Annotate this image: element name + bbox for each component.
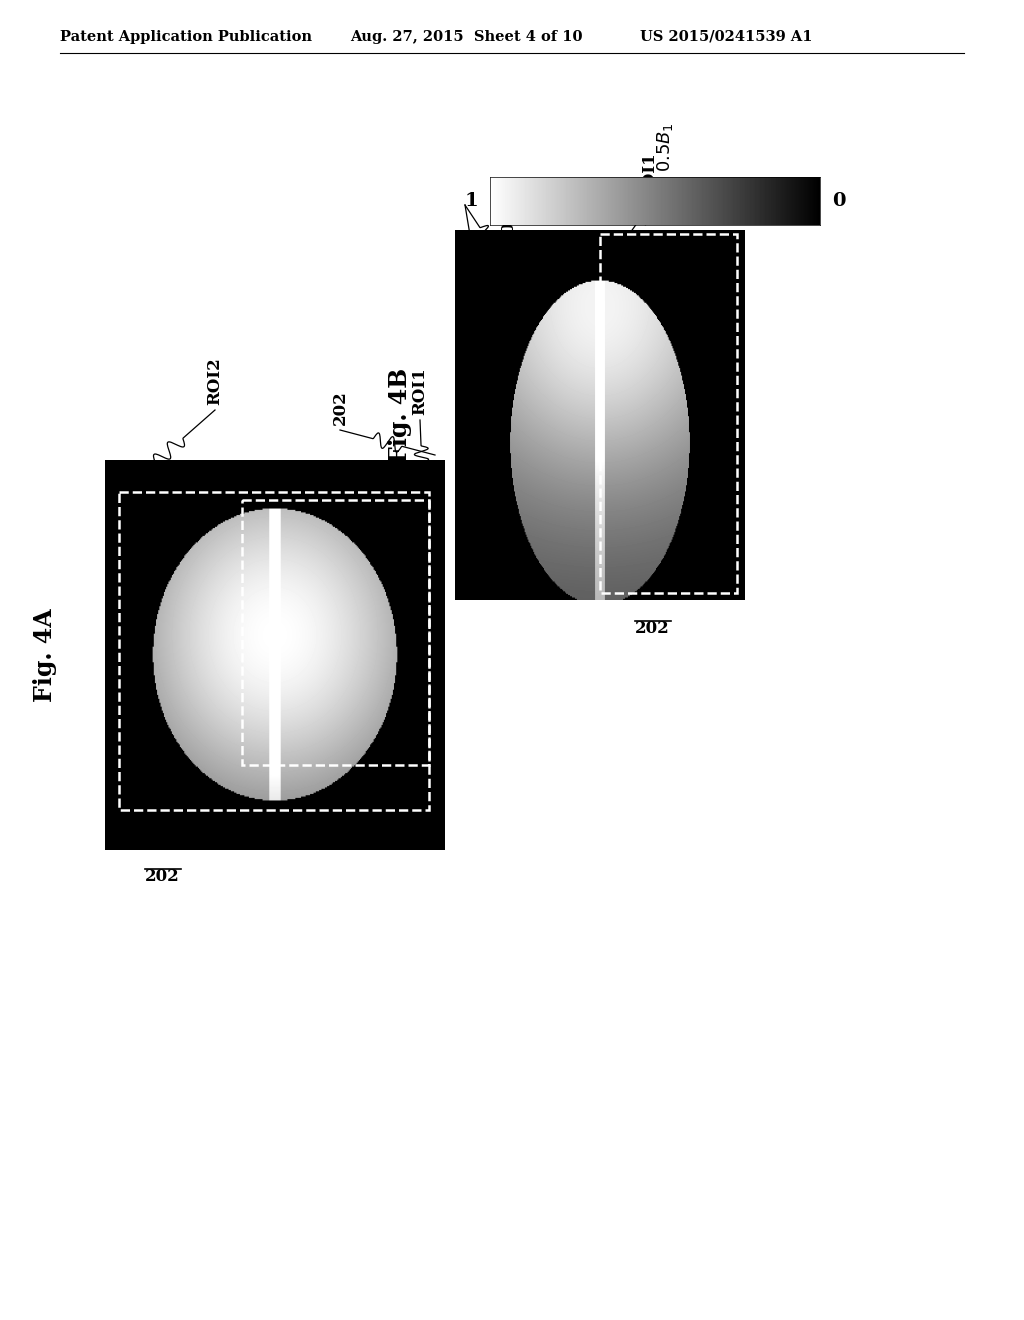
Bar bbox=[600, 235, 737, 593]
Text: ROI1: ROI1 bbox=[641, 152, 658, 201]
Text: ROI1: ROI1 bbox=[412, 367, 428, 414]
Text: 202: 202 bbox=[145, 869, 180, 884]
Text: 200: 200 bbox=[500, 220, 516, 255]
Text: Patent Application Publication: Patent Application Publication bbox=[60, 30, 312, 44]
Text: Fig. 4B: Fig. 4B bbox=[388, 367, 412, 462]
Text: $0.5B_1$: $0.5B_1$ bbox=[655, 123, 675, 172]
Text: US 2015/0241539 A1: US 2015/0241539 A1 bbox=[640, 30, 812, 44]
Text: Fig. 4A: Fig. 4A bbox=[33, 609, 57, 702]
Text: ROI2: ROI2 bbox=[207, 358, 223, 405]
Text: 202: 202 bbox=[635, 620, 670, 638]
Bar bbox=[242, 500, 429, 764]
Bar bbox=[119, 492, 429, 810]
Text: 0: 0 bbox=[831, 191, 846, 210]
Text: 202: 202 bbox=[332, 391, 348, 425]
Text: Aug. 27, 2015  Sheet 4 of 10: Aug. 27, 2015 Sheet 4 of 10 bbox=[350, 30, 583, 44]
Text: 1: 1 bbox=[464, 191, 478, 210]
